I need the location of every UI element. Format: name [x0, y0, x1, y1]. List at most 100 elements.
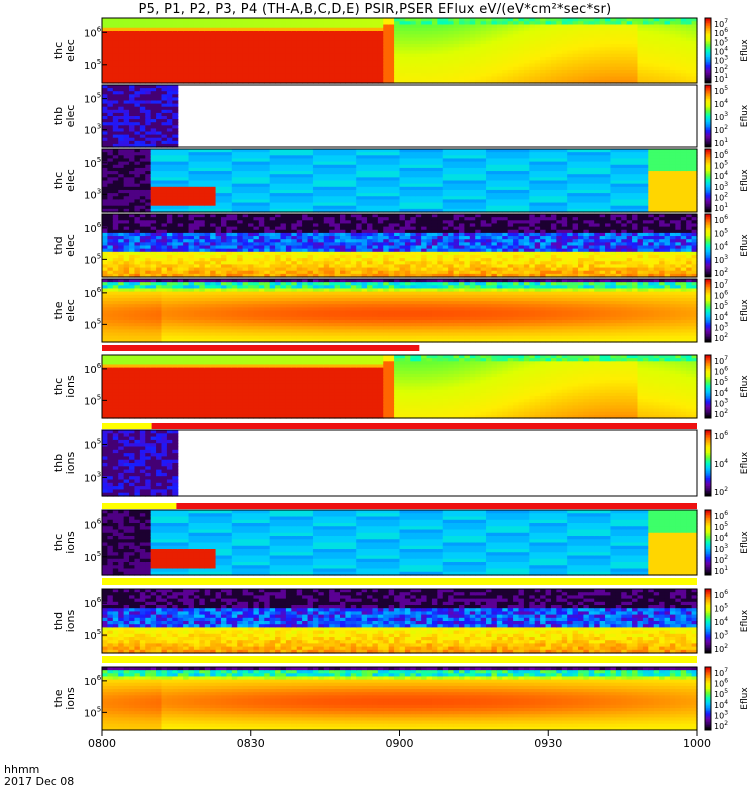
heatmap-cell [253, 177, 260, 182]
heatmap-cell [426, 202, 433, 207]
heatmap-cell [561, 76, 568, 81]
heatmap-cell [686, 24, 693, 29]
heatmap-cell [383, 31, 390, 35]
heatmap-cell [502, 171, 509, 175]
heatmap-cell [637, 57, 644, 61]
heatmap-cell [453, 37, 460, 42]
heatmap-cell [442, 73, 449, 78]
heatmap-cell [183, 189, 190, 194]
heatmap-cell [648, 161, 655, 166]
heatmap-cell [469, 196, 476, 200]
heatmap-cell [475, 149, 482, 153]
heatmap-cell [459, 79, 466, 84]
heatmap-cell [215, 37, 222, 42]
heatmap-cell [680, 63, 687, 68]
heatmap-cell [248, 189, 255, 194]
heatmap-cell [253, 66, 260, 71]
heatmap-cell [296, 208, 303, 213]
heatmap-cell [307, 152, 314, 156]
heatmap-cell [350, 70, 357, 74]
heatmap-cell [253, 37, 260, 42]
heatmap-cell [513, 57, 520, 61]
heatmap-cell [139, 174, 146, 178]
heatmap-cell [529, 57, 536, 61]
heatmap-cell [594, 149, 601, 153]
heatmap-cell [156, 47, 163, 52]
heatmap-cell [659, 50, 666, 55]
heatmap-cell [507, 202, 514, 207]
heatmap-cell [637, 27, 644, 32]
heatmap-cell [621, 79, 628, 84]
heatmap-cell [107, 158, 114, 163]
heatmap-cell [242, 193, 249, 197]
heatmap-cell [480, 50, 487, 55]
heatmap-cell [123, 196, 130, 200]
heatmap-cell [442, 180, 449, 185]
heatmap-cell [648, 196, 655, 200]
heatmap-cell [156, 34, 163, 39]
heatmap-cell [567, 37, 574, 42]
heatmap-cell [399, 66, 406, 71]
heatmap-cell [112, 44, 119, 48]
heatmap-cell [486, 47, 493, 52]
heatmap-cell [523, 21, 530, 26]
heatmap-cell [507, 205, 514, 210]
heatmap-cell [426, 63, 433, 68]
heatmap-cell [275, 21, 282, 26]
heatmap-cell [659, 149, 666, 153]
colorbar-swatch [705, 145, 711, 148]
heatmap-cell [275, 79, 282, 84]
heatmap-cell [469, 53, 476, 58]
heatmap-cell [686, 40, 693, 45]
heatmap-cell [578, 40, 585, 45]
heatmap-cell [399, 193, 406, 197]
heatmap-cell [475, 171, 482, 175]
heatmap-cell [664, 189, 671, 194]
heatmap-cell [410, 73, 417, 78]
heatmap-cell [150, 174, 157, 178]
heatmap-cell [129, 106, 136, 111]
heatmap-cell [323, 47, 330, 52]
heatmap-cell [431, 76, 438, 81]
heatmap-cell [605, 40, 612, 45]
heatmap-cell [637, 208, 644, 213]
heatmap-cell [599, 164, 606, 169]
heatmap-cell [648, 27, 655, 32]
heatmap-cell [161, 37, 168, 42]
colorbar-swatch [705, 85, 711, 88]
heatmap-cell [399, 44, 406, 48]
heatmap-cell [437, 196, 444, 200]
heatmap-cell [404, 186, 411, 191]
heatmap-cell [561, 66, 568, 71]
heatmap-cell [269, 180, 276, 185]
heatmap-cell [556, 205, 563, 210]
heatmap-cell [361, 60, 368, 65]
heatmap-cell [248, 193, 255, 197]
heatmap-cell [226, 31, 233, 35]
heatmap-cell [345, 21, 352, 26]
heatmap-cell [550, 186, 557, 191]
heatmap-cell [361, 196, 368, 200]
heatmap-cell [632, 40, 639, 45]
heatmap-cell [280, 27, 287, 32]
heatmap-cell [177, 171, 184, 175]
heatmap-cell [323, 161, 330, 166]
heatmap-cell [188, 161, 195, 166]
heatmap-cell [518, 53, 525, 58]
heatmap-cell [145, 88, 152, 92]
heatmap-cell [588, 205, 595, 210]
heatmap-cell [237, 193, 244, 197]
heatmap-cell [502, 180, 509, 185]
heatmap-cell [605, 158, 612, 163]
heatmap-cell [248, 31, 255, 35]
heatmap-cell [594, 60, 601, 65]
heatmap-cell [269, 70, 276, 74]
heatmap-cell [172, 73, 179, 78]
heatmap-cell [134, 202, 141, 207]
heatmap-cell [258, 208, 265, 213]
colorbar-swatch [705, 88, 711, 91]
heatmap-cell [302, 31, 309, 35]
heatmap-cell [118, 267, 125, 272]
heatmap-cell [291, 79, 298, 84]
heatmap-cell [567, 193, 574, 197]
